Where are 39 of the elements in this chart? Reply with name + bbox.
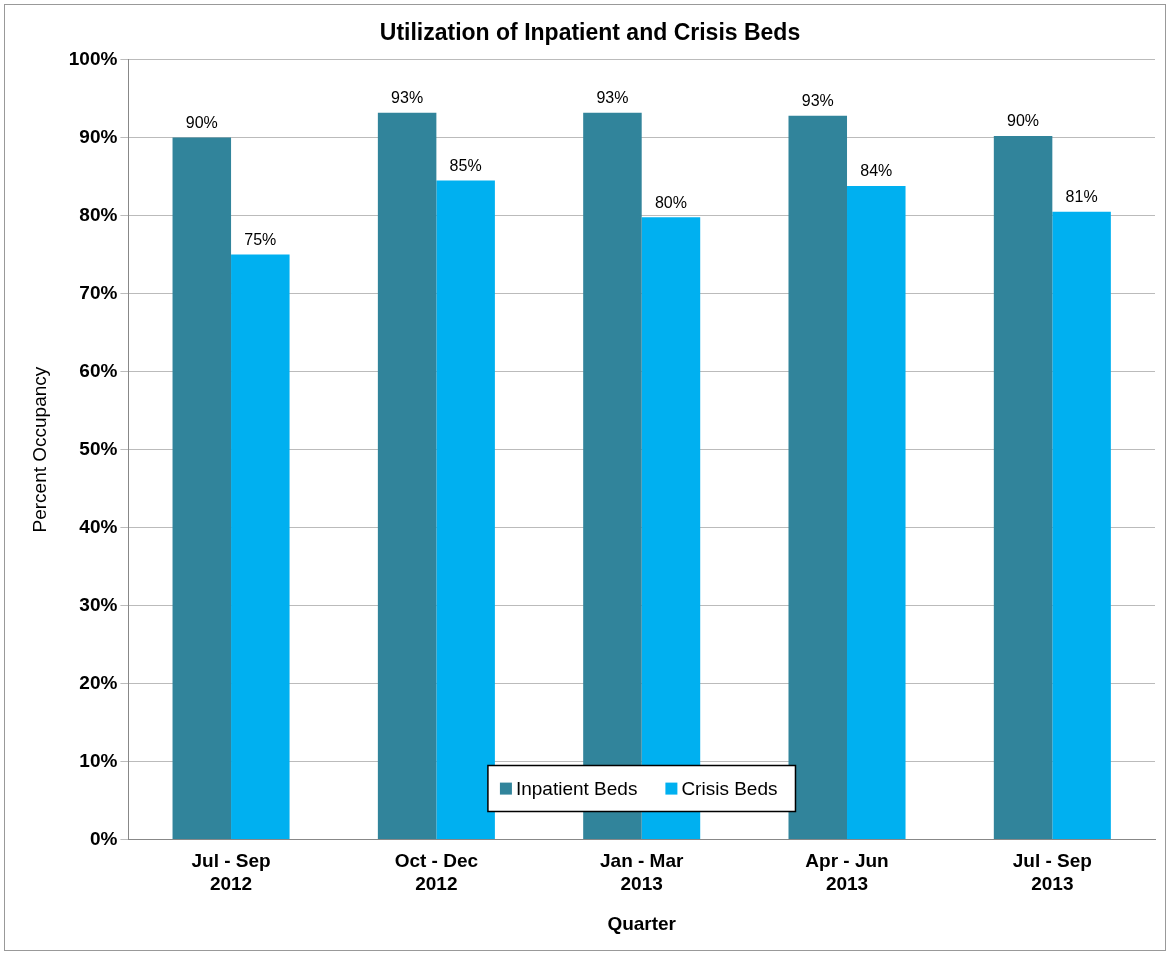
data-label: 81% <box>1065 188 1098 206</box>
x-tick-label: Jan - Mar 2013 <box>599 850 685 895</box>
data-label: 84% <box>860 162 893 180</box>
y-tick-label: 70% <box>79 281 118 303</box>
data-label: 85% <box>449 156 482 174</box>
data-label: 75% <box>244 231 277 249</box>
y-tick-label: 100% <box>68 47 118 69</box>
data-label: 93% <box>596 89 629 107</box>
y-tick-label: 0% <box>89 827 118 849</box>
legend-label: Crisis Beds <box>681 777 778 799</box>
data-label: 80% <box>654 193 687 211</box>
x-tick-label: Oct - Dec 2012 <box>394 850 479 895</box>
data-label: 90% <box>185 114 218 132</box>
y-tick-label: 50% <box>79 437 118 459</box>
bar <box>436 180 495 840</box>
y-tick-label: 80% <box>79 203 118 225</box>
x-tick-label: Jul - Sep 2012 <box>191 850 271 895</box>
x-tick-label: Jul - Sep 2013 <box>1012 850 1092 895</box>
y-tick-label: 60% <box>79 359 118 381</box>
bar <box>377 112 437 840</box>
y-axis-title: Percent Occupancy <box>28 366 50 533</box>
data-label: 93% <box>801 92 834 110</box>
x-axis-title: Quarter <box>607 912 677 934</box>
data-label: 90% <box>1007 112 1040 130</box>
data-label: 93% <box>391 89 424 107</box>
y-tick-label: 20% <box>79 671 118 693</box>
x-tick-label: Apr - Jun 2013 <box>805 850 889 895</box>
chart-title: Utilization of Inpatient and Crisis Beds <box>379 19 801 46</box>
bar <box>788 115 848 840</box>
legend-label: Inpatient Beds <box>515 777 638 799</box>
bar <box>847 185 906 840</box>
y-tick-label: 30% <box>79 593 118 615</box>
y-tick-label: 10% <box>79 749 118 771</box>
y-tick-label: 90% <box>79 125 118 147</box>
y-tick-label: 40% <box>79 515 118 537</box>
bar <box>172 137 232 840</box>
bar <box>993 136 1053 840</box>
bar <box>231 254 290 840</box>
bar <box>1052 211 1111 840</box>
